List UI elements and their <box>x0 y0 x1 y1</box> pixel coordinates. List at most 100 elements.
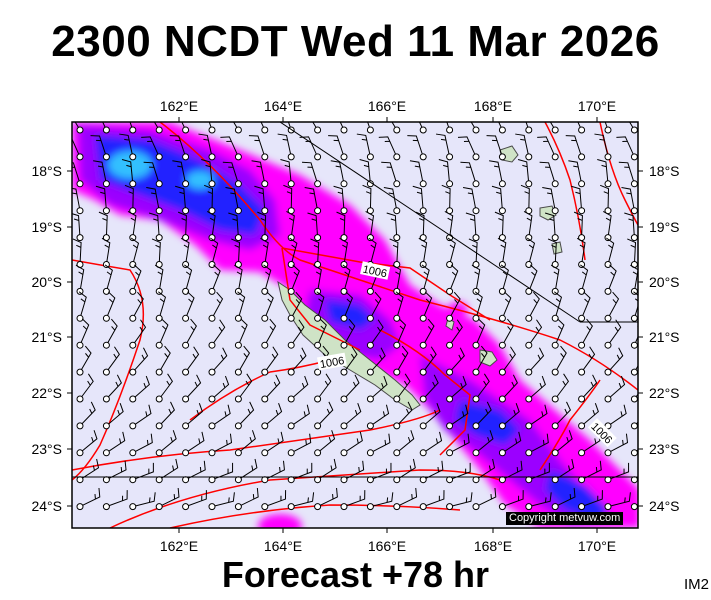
wind-station-dot <box>419 503 427 511</box>
wind-barb <box>211 433 233 454</box>
wind-station-dot <box>155 180 163 188</box>
wind-barb <box>607 375 626 400</box>
wind-barb <box>264 431 284 454</box>
wind-barb <box>501 291 512 319</box>
wind-station-dot <box>155 395 163 403</box>
wind-station-dot <box>76 476 84 484</box>
wind-station-dot <box>340 422 348 430</box>
wind-station-dot <box>525 261 533 268</box>
wind-barb <box>290 319 305 346</box>
wind-station-dot <box>314 503 322 511</box>
wind-station-dot <box>446 153 454 161</box>
wind-station-dot <box>314 180 322 188</box>
wind-barb <box>491 185 503 211</box>
wind-barb <box>220 136 239 158</box>
wind-station-dot <box>446 503 454 511</box>
wind-station-dot <box>208 341 216 349</box>
wind-barb <box>502 403 520 427</box>
wind-station-dot <box>340 503 348 511</box>
wind-barb <box>154 264 164 292</box>
wind-barb <box>290 264 300 292</box>
wind-station-dot <box>234 341 242 349</box>
wind-station-dot <box>446 422 454 430</box>
wind-barb <box>581 318 593 346</box>
wind-station-dot <box>208 449 216 457</box>
wind-barb <box>554 401 571 427</box>
wind-station-dot <box>340 341 348 349</box>
wind-barb <box>446 122 451 131</box>
wind-barb <box>526 237 536 265</box>
wind-barb <box>607 264 617 292</box>
wind-station-dot <box>261 180 269 188</box>
wind-barb <box>237 318 248 346</box>
wind-station-dot <box>419 153 427 161</box>
wind-barb <box>121 159 134 184</box>
forecast-label: Forecast +78 hr <box>221 554 490 595</box>
wind-station-dot <box>393 503 401 511</box>
wind-station-dot <box>102 314 110 322</box>
wind-barb <box>291 492 315 508</box>
wind-station-dot <box>129 180 137 188</box>
wind-station-dot <box>551 180 559 188</box>
wind-station-dot <box>287 180 295 188</box>
wind-barb <box>158 487 180 508</box>
wind-barb <box>143 161 160 184</box>
lat-label-left-18: 18°S <box>31 163 62 179</box>
wind-barb <box>185 374 202 400</box>
wind-barb <box>550 264 560 292</box>
wind-barb <box>423 490 445 508</box>
wind-station-dot <box>525 449 533 457</box>
wind-station-dot <box>393 422 401 430</box>
wind-station-dot <box>208 234 216 242</box>
wind-station-dot <box>578 287 586 295</box>
wind-station-dot <box>287 153 295 161</box>
wind-station-dot <box>419 180 427 188</box>
precipitation-field <box>72 122 638 528</box>
wind-station-dot <box>604 422 612 430</box>
wind-barb <box>248 135 266 158</box>
wind-station-dot <box>76 368 84 376</box>
wind-station-dot <box>76 449 84 457</box>
wind-barb <box>238 401 255 427</box>
wind-barb <box>422 374 439 400</box>
wind-station-dot <box>76 207 84 215</box>
wind-barb <box>607 404 627 427</box>
wind-barb <box>475 401 492 427</box>
wind-station-dot <box>314 287 322 295</box>
wind-barb <box>553 291 563 319</box>
wind-barb <box>468 238 478 265</box>
wind-station-dot <box>102 261 110 268</box>
vanuatu-island-2 <box>551 241 563 255</box>
wind-station-dot <box>446 476 454 484</box>
wind-barb <box>185 490 207 508</box>
wind-station-dot <box>76 180 84 188</box>
wind-barb <box>185 431 205 454</box>
wind-barb <box>470 122 477 131</box>
lat-label-right-22: 22°S <box>649 385 680 401</box>
wind-station-dot <box>76 314 84 322</box>
wind-station-dot <box>446 341 454 349</box>
wind-barb <box>203 184 214 211</box>
wind-barb <box>238 430 256 454</box>
wind-barb <box>317 430 336 454</box>
isobar-label-1: 1006 <box>360 261 391 280</box>
wind-barb <box>368 237 377 265</box>
wind-barb <box>523 211 533 238</box>
wind-barb <box>317 458 337 481</box>
wind-station-dot <box>182 503 190 511</box>
wind-barb <box>75 264 85 292</box>
wind-station-dot <box>314 207 322 215</box>
wind-barb <box>264 460 285 481</box>
wind-station-dot <box>155 476 163 484</box>
wind-station-dot <box>340 395 348 403</box>
wind-station-dot <box>76 126 84 134</box>
wind-station-dot <box>182 449 190 457</box>
wind-barb <box>101 237 111 265</box>
wind-barb <box>289 237 298 265</box>
wind-station-dot <box>366 153 374 161</box>
wind-station-dot <box>498 449 506 457</box>
lon-label-top-170: 170°E <box>578 98 616 114</box>
wind-station-dot <box>578 126 586 134</box>
wind-barb <box>577 122 583 131</box>
wind-station-dot <box>366 368 374 376</box>
